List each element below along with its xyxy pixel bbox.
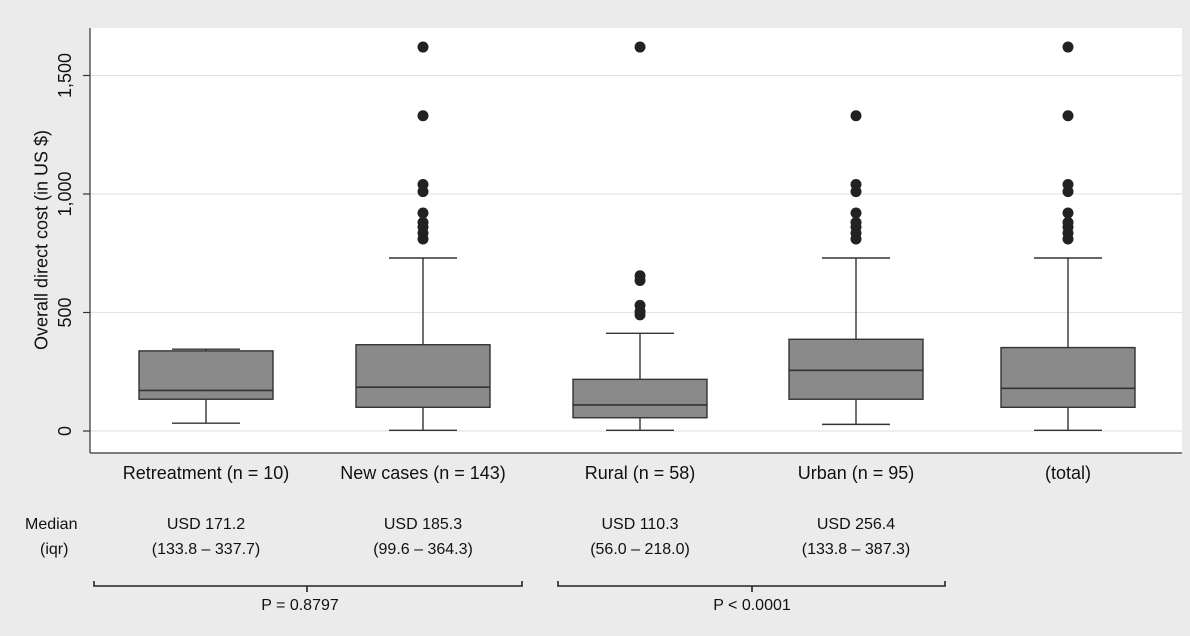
category-label-total: (total)	[1044, 463, 1092, 483]
y-axis-label: Overall direct cost (in US $)	[31, 129, 52, 351]
y-tick-label-0: 0	[55, 426, 75, 436]
outlier-2-4	[634, 270, 646, 282]
outlier-4-7	[1062, 110, 1074, 122]
outlier-1-7	[417, 110, 429, 122]
median-row-label: Median	[25, 516, 78, 533]
iqr-new-cases: (99.6 – 364.3)	[373, 541, 473, 558]
iqr-box-3	[788, 338, 924, 400]
box-plots	[138, 41, 1136, 431]
outlier-2-2	[634, 299, 646, 311]
iqr-box-1	[355, 344, 491, 408]
comparison-brackets	[93, 581, 946, 592]
category-label-urban: Urban (n = 95)	[797, 463, 915, 483]
outlier-1-8	[417, 41, 429, 53]
outlier-1-4	[417, 207, 429, 219]
outlier-3-6	[850, 179, 862, 191]
iqr-rural: (56.0 – 218.0)	[590, 541, 690, 558]
p-value-setting: P < 0.0001	[713, 597, 791, 614]
category-label-new-cases: New cases (n = 143)	[340, 463, 506, 483]
box-2	[572, 41, 708, 431]
bracket-rural-vs-urban	[557, 581, 946, 587]
y-tick-label-500: 500	[55, 297, 75, 327]
iqr-box-0	[138, 350, 274, 400]
iqr-row-label: (iqr)	[40, 541, 69, 558]
outlier-3-4	[850, 207, 862, 219]
bracket-retreatment-vs-new	[93, 581, 523, 587]
outlier-4-3	[1062, 216, 1074, 228]
box-3	[788, 110, 924, 426]
outlier-3-7	[850, 110, 862, 122]
category-label-rural: Rural (n = 58)	[584, 463, 696, 483]
median-new-cases: USD 185.3	[383, 516, 463, 533]
y-tick-label-1500: 1,500	[55, 53, 75, 98]
p-value-group-type: P = 0.8797	[261, 597, 339, 614]
outlier-4-6	[1062, 179, 1074, 191]
iqr-urban: (133.8 – 387.3)	[801, 541, 911, 558]
y-ticks: 0 500 1,000 1,500	[55, 53, 90, 436]
iqr-retreatment: (133.8 – 337.7)	[151, 541, 261, 558]
outlier-1-3	[417, 216, 429, 228]
y-tick-label-1000: 1,000	[55, 171, 75, 216]
box-0	[138, 348, 274, 424]
box-1	[355, 41, 491, 431]
median-retreatment: USD 171.2	[166, 516, 246, 533]
outlier-4-4	[1062, 207, 1074, 219]
outlier-2-5	[634, 41, 646, 53]
median-rural: USD 110.3	[601, 516, 679, 533]
box-4	[1000, 41, 1136, 431]
category-label-retreatment: Retreatment (n = 10)	[122, 463, 290, 483]
outlier-3-3	[850, 216, 862, 228]
median-urban: USD 256.4	[816, 516, 896, 533]
outlier-1-6	[417, 179, 429, 191]
iqr-box-2	[572, 378, 708, 419]
outlier-4-8	[1062, 41, 1074, 53]
iqr-box-4	[1000, 346, 1136, 408]
